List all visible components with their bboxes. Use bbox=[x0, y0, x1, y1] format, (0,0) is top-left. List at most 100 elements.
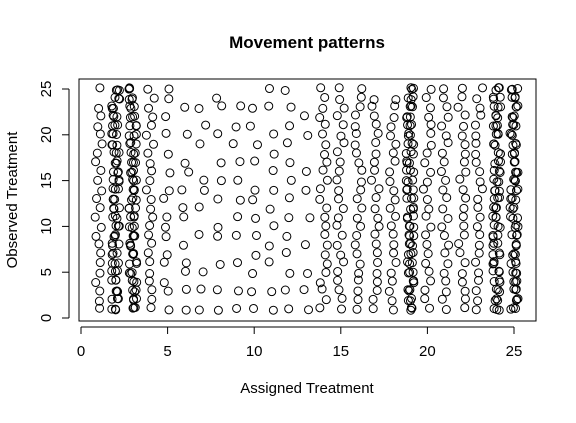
data-point bbox=[489, 165, 499, 175]
data-point bbox=[355, 259, 365, 269]
data-point bbox=[337, 230, 347, 240]
data-point bbox=[178, 240, 188, 250]
data-point bbox=[145, 176, 155, 186]
data-point bbox=[320, 212, 330, 222]
data-point bbox=[439, 231, 449, 241]
data-point bbox=[512, 186, 521, 196]
data-point bbox=[334, 194, 344, 204]
data-point bbox=[321, 267, 331, 277]
data-point bbox=[457, 131, 467, 141]
data-point bbox=[437, 294, 447, 304]
data-point bbox=[371, 239, 381, 249]
data-point bbox=[126, 147, 136, 157]
data-point bbox=[443, 213, 453, 223]
data-point bbox=[194, 202, 204, 212]
data-point bbox=[506, 85, 516, 95]
data-point bbox=[474, 248, 484, 258]
data-point bbox=[351, 129, 361, 138]
data-point bbox=[339, 103, 349, 113]
data-point bbox=[426, 128, 436, 138]
data-point bbox=[286, 175, 296, 185]
y-tick-label: 5 bbox=[38, 268, 55, 276]
y-tick-label: 25 bbox=[38, 81, 55, 98]
data-point bbox=[352, 194, 362, 204]
data-point bbox=[409, 140, 419, 150]
data-point bbox=[111, 305, 121, 315]
data-point bbox=[444, 240, 454, 250]
data-point bbox=[353, 275, 363, 285]
data-point bbox=[320, 92, 330, 102]
data-point bbox=[437, 121, 447, 131]
data-point bbox=[495, 287, 505, 297]
data-point bbox=[488, 121, 498, 131]
data-point bbox=[367, 101, 377, 111]
data-point bbox=[338, 120, 348, 130]
data-point bbox=[389, 113, 399, 123]
data-point bbox=[333, 267, 343, 277]
data-point bbox=[495, 92, 505, 102]
data-point bbox=[194, 229, 204, 239]
data-point bbox=[130, 148, 140, 158]
data-point bbox=[112, 112, 122, 122]
data-point bbox=[228, 139, 238, 149]
data-point bbox=[494, 193, 504, 203]
data-point bbox=[334, 186, 344, 196]
data-point bbox=[127, 223, 137, 233]
data-point bbox=[285, 268, 295, 278]
data-point bbox=[97, 139, 107, 149]
data-point bbox=[443, 259, 453, 269]
data-point bbox=[92, 148, 102, 158]
data-point bbox=[147, 294, 157, 304]
data-point bbox=[389, 240, 399, 250]
data-point bbox=[321, 295, 331, 305]
data-point bbox=[408, 276, 418, 286]
data-point bbox=[110, 231, 120, 241]
data-point bbox=[334, 83, 344, 93]
data-point bbox=[355, 102, 365, 112]
data-point bbox=[460, 303, 470, 313]
data-point bbox=[421, 258, 431, 268]
data-point bbox=[280, 285, 290, 295]
data-point bbox=[233, 286, 243, 296]
data-point bbox=[508, 113, 518, 123]
data-point bbox=[180, 102, 190, 112]
data-point bbox=[95, 303, 105, 313]
data-point bbox=[125, 83, 134, 93]
data-point bbox=[354, 158, 364, 168]
data-point bbox=[385, 167, 395, 177]
data-point bbox=[144, 230, 154, 240]
data-point bbox=[425, 103, 435, 113]
data-point bbox=[269, 129, 279, 139]
data-point bbox=[478, 83, 488, 93]
data-point bbox=[282, 138, 292, 148]
data-point bbox=[95, 286, 105, 296]
data-point bbox=[285, 158, 295, 168]
data-point bbox=[147, 238, 157, 248]
data-point bbox=[372, 285, 382, 295]
data-point bbox=[438, 204, 448, 214]
data-point bbox=[477, 184, 487, 194]
data-point bbox=[213, 231, 223, 241]
data-point bbox=[408, 185, 418, 195]
data-point bbox=[335, 157, 345, 167]
data-point bbox=[511, 258, 521, 268]
data-point bbox=[250, 156, 260, 166]
data-point bbox=[94, 103, 104, 113]
data-point bbox=[321, 140, 331, 150]
data-point bbox=[337, 293, 347, 303]
data-point bbox=[248, 269, 258, 279]
data-point bbox=[488, 231, 498, 240]
y-tick-label: 10 bbox=[38, 218, 55, 235]
data-point bbox=[303, 268, 313, 278]
data-point bbox=[441, 287, 451, 297]
data-point bbox=[145, 269, 155, 279]
data-point bbox=[457, 83, 467, 93]
data-point bbox=[426, 276, 436, 286]
data-point bbox=[108, 194, 118, 204]
data-point bbox=[350, 110, 360, 120]
data-point bbox=[110, 120, 120, 130]
data-point bbox=[251, 250, 261, 260]
data-point bbox=[491, 203, 501, 213]
data-point bbox=[127, 93, 137, 103]
data-point bbox=[388, 229, 398, 239]
